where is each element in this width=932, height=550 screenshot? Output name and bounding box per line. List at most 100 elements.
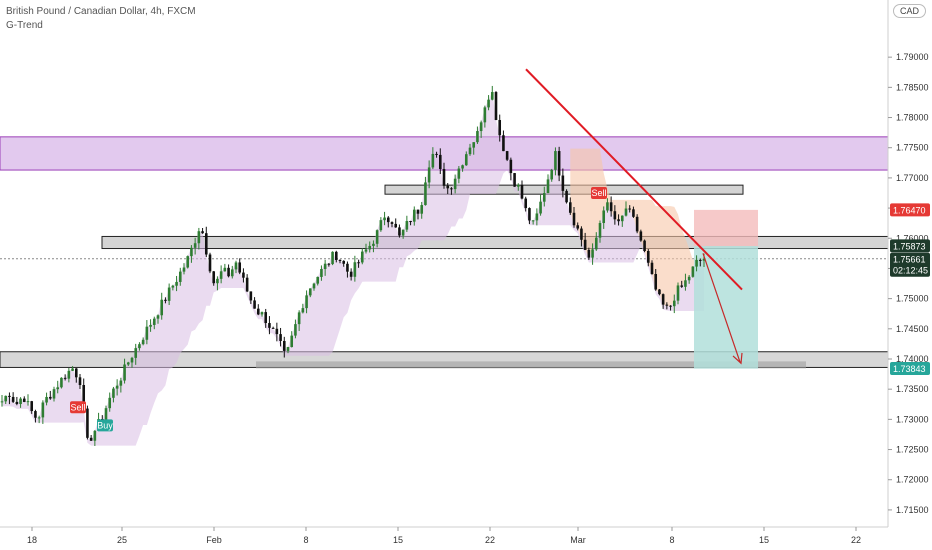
candle-body: [134, 348, 138, 358]
candle-body: [108, 397, 112, 409]
candle-body: [346, 263, 349, 272]
candle-body: [509, 159, 513, 174]
x-tick-label: Mar: [570, 535, 586, 545]
candle-body: [632, 209, 635, 217]
candlesticks: [0, 85, 706, 447]
candle-body: [357, 262, 360, 264]
candle-body: [112, 388, 115, 398]
candle-body: [294, 324, 297, 336]
candle-body: [342, 260, 346, 264]
candle-body: [301, 308, 305, 313]
candle-body: [71, 368, 74, 371]
candle-body: [104, 408, 108, 421]
sell-signal-text: Sell: [591, 188, 606, 198]
candle-body: [327, 263, 331, 265]
candle-body: [476, 131, 479, 143]
candle-body: [383, 217, 386, 221]
candle-body: [531, 220, 535, 222]
x-tick-label: 18: [27, 535, 37, 545]
candle-body: [308, 288, 312, 296]
candle-body: [0, 401, 4, 403]
candle-body: [602, 210, 606, 224]
candle-body: [502, 135, 505, 152]
candle-body: [479, 122, 483, 132]
current-price-label: [890, 252, 930, 277]
x-tick-label: Feb: [206, 535, 222, 545]
downtrend-line: [525, 68, 743, 291]
candle-body: [164, 299, 167, 301]
target-price-label: [890, 361, 930, 375]
candle-body: [639, 231, 643, 241]
x-tick-label: 15: [393, 535, 403, 545]
candle-body: [658, 289, 661, 295]
trend-band: [2, 92, 704, 446]
candle-body: [368, 245, 372, 250]
candle-body: [628, 208, 632, 210]
candle-body: [4, 395, 8, 402]
drawings-layer[interactable]: [525, 68, 743, 365]
candle-body: [613, 211, 617, 220]
candle-body: [282, 340, 286, 351]
candle-body: [175, 281, 178, 286]
y-tick-label: 1.72000: [896, 475, 929, 485]
candle-body: [687, 276, 691, 281]
candle-body: [338, 260, 342, 262]
candle-body: [661, 294, 665, 305]
candle-body: [654, 273, 658, 290]
candle-body: [487, 99, 490, 108]
candle-body: [74, 368, 78, 378]
candle-body: [182, 267, 186, 272]
currency-badge[interactable]: CAD: [892, 4, 926, 18]
candle-body: [364, 249, 368, 252]
candle-body: [93, 430, 97, 441]
candle-body: [271, 327, 275, 329]
candle-body: [606, 202, 609, 211]
time-axis[interactable]: 18 25 Feb 8 15 22 Mar 8 15 22: [0, 526, 888, 545]
candle-body: [26, 401, 30, 403]
candle-body: [245, 277, 249, 292]
candle-body: [48, 396, 52, 399]
candle-body: [676, 285, 680, 301]
sell-signal-text: Sell: [70, 402, 85, 412]
candle-body: [212, 271, 216, 284]
y-tick-label: 1.77500: [896, 143, 929, 153]
candle-body: [242, 272, 245, 278]
stop-price-label: [890, 203, 930, 217]
candle-body: [591, 249, 594, 258]
candle-body: [535, 213, 539, 221]
candle-body: [145, 326, 149, 340]
candle-body: [594, 237, 598, 250]
candle-body: [386, 217, 390, 223]
x-tick-label: 15: [759, 535, 769, 545]
x-tick-label: 8: [669, 535, 674, 545]
candle-body: [167, 287, 171, 301]
candle-body: [156, 315, 160, 319]
candle-body: [416, 209, 420, 214]
candle-body: [8, 395, 11, 397]
candle-body: [63, 377, 67, 379]
candle-body: [401, 229, 405, 236]
candle-body: [620, 215, 624, 222]
candle-body: [372, 243, 375, 246]
candle-body: [130, 357, 134, 363]
candle-body: [542, 193, 546, 202]
candle-body: [520, 184, 524, 199]
risk-reward-box[interactable]: [694, 209, 758, 369]
candle-body: [360, 251, 364, 263]
candle-body: [331, 251, 334, 265]
candle-body: [557, 151, 561, 176]
y-tick-label: 1.76000: [896, 233, 929, 243]
candle-body: [565, 190, 568, 203]
candle-body: [494, 92, 498, 121]
y-tick-label: 1.79000: [896, 52, 929, 62]
candle-body: [216, 278, 219, 284]
candle-body: [583, 239, 587, 250]
candle-body: [450, 188, 453, 190]
y-tick-label: 1.78000: [896, 113, 929, 123]
candle-body: [680, 285, 684, 287]
candle-body: [316, 276, 320, 284]
candle-body: [256, 308, 260, 315]
candle-body: [15, 401, 19, 405]
signal-tags: Sell Buy Sell: [70, 186, 607, 432]
